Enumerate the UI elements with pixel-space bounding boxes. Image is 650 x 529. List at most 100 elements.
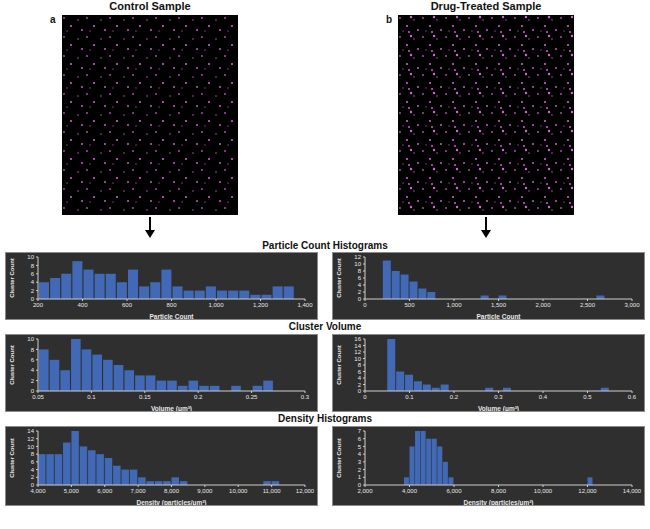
svg-text:4: 4 <box>31 367 35 373</box>
svg-text:600: 600 <box>122 302 133 308</box>
svg-text:6: 6 <box>358 369 362 375</box>
svg-text:7: 7 <box>358 428 362 434</box>
svg-text:10: 10 <box>27 254 34 260</box>
svg-text:Cluster Count: Cluster Count <box>9 258 15 298</box>
svg-text:12: 12 <box>354 349 361 355</box>
svg-text:8,000: 8,000 <box>491 488 507 494</box>
svg-text:Cluster Count: Cluster Count <box>336 345 342 385</box>
svg-text:14,000: 14,000 <box>623 488 642 494</box>
svg-text:0.1: 0.1 <box>405 394 414 400</box>
svg-text:Cluster Count: Cluster Count <box>9 345 15 385</box>
svg-text:4: 4 <box>31 279 35 285</box>
svg-text:1,500: 1,500 <box>491 302 507 308</box>
svg-text:Cluster Count: Cluster Count <box>9 438 15 478</box>
svg-text:1,000: 1,000 <box>446 302 462 308</box>
svg-text:2,000: 2,000 <box>535 302 551 308</box>
svg-text:0.05: 0.05 <box>32 394 44 400</box>
svg-text:0.6: 0.6 <box>628 394 637 400</box>
svg-text:12: 12 <box>354 254 361 260</box>
svg-text:2: 2 <box>31 288 35 294</box>
svg-text:6: 6 <box>358 275 362 281</box>
svg-text:2: 2 <box>31 378 35 384</box>
svg-text:0.3: 0.3 <box>494 394 503 400</box>
svg-text:Volume (μm³): Volume (μm³) <box>478 405 519 411</box>
svg-text:8: 8 <box>358 268 362 274</box>
svg-text:Particle Count: Particle Count <box>149 313 194 319</box>
svg-text:0.5: 0.5 <box>583 394 592 400</box>
svg-text:4: 4 <box>358 451 362 457</box>
svg-text:4: 4 <box>31 467 35 473</box>
svg-text:Volume (μm³): Volume (μm³) <box>151 405 192 411</box>
svg-text:2,000: 2,000 <box>357 488 373 494</box>
svg-text:400: 400 <box>77 302 88 308</box>
svg-text:0: 0 <box>363 394 367 400</box>
svg-text:10: 10 <box>354 261 361 267</box>
svg-text:0: 0 <box>31 482 35 488</box>
html-text:Control Sample: Control Sample <box>109 0 191 12</box>
svg-text:4,000: 4,000 <box>402 488 418 494</box>
svg-text:12,000: 12,000 <box>578 488 597 494</box>
svg-text:2: 2 <box>358 382 362 388</box>
svg-text:Cluster Count: Cluster Count <box>336 438 342 478</box>
svg-text:0: 0 <box>363 302 367 308</box>
svg-text:6,000: 6,000 <box>97 488 113 494</box>
svg-text:16: 16 <box>354 336 361 342</box>
svg-text:6: 6 <box>31 459 35 465</box>
svg-text:0.15: 0.15 <box>139 394 151 400</box>
svg-text:0.2: 0.2 <box>450 394 459 400</box>
svg-text:4,000: 4,000 <box>30 488 46 494</box>
svg-text:8: 8 <box>31 347 35 353</box>
svg-text:500: 500 <box>404 302 415 308</box>
svg-text:Particle Count: Particle Count <box>476 313 521 319</box>
svg-text:8,000: 8,000 <box>164 488 180 494</box>
svg-text:Density (particles/μm³): Density (particles/μm³) <box>463 499 533 505</box>
svg-text:10: 10 <box>27 444 34 450</box>
svg-text:12,000: 12,000 <box>296 488 315 494</box>
svg-text:0: 0 <box>358 296 362 302</box>
svg-text:0.4: 0.4 <box>539 394 548 400</box>
svg-text:4: 4 <box>358 282 362 288</box>
svg-text:2: 2 <box>358 289 362 295</box>
svg-text:14: 14 <box>27 428 34 434</box>
svg-text:6: 6 <box>358 436 362 442</box>
svg-text:1,000: 1,000 <box>208 302 224 308</box>
svg-text:2: 2 <box>358 467 362 473</box>
svg-text:0: 0 <box>31 388 35 394</box>
svg-text:Cluster Count: Cluster Count <box>336 258 342 298</box>
svg-text:0.3: 0.3 <box>301 394 310 400</box>
svg-text:5: 5 <box>358 444 362 450</box>
svg-text:11,000: 11,000 <box>263 488 282 494</box>
svg-text:7,000: 7,000 <box>131 488 147 494</box>
svg-text:6: 6 <box>31 357 35 363</box>
svg-text:2,500: 2,500 <box>580 302 596 308</box>
svg-text:8: 8 <box>31 263 35 269</box>
svg-text:0.25: 0.25 <box>246 394 258 400</box>
svg-text:200: 200 <box>33 302 44 308</box>
svg-text:0: 0 <box>31 296 35 302</box>
svg-text:5,000: 5,000 <box>64 488 80 494</box>
svg-text:800: 800 <box>166 302 177 308</box>
svg-text:1,400: 1,400 <box>297 302 313 308</box>
svg-text:10,000: 10,000 <box>229 488 248 494</box>
svg-text:1: 1 <box>358 474 362 480</box>
svg-text:4: 4 <box>358 375 362 381</box>
svg-text:14: 14 <box>354 343 361 349</box>
svg-text:1,200: 1,200 <box>253 302 269 308</box>
svg-text:0: 0 <box>358 388 362 394</box>
svg-text:10: 10 <box>354 356 361 362</box>
svg-text:0: 0 <box>358 482 362 488</box>
svg-text:9,000: 9,000 <box>197 488 213 494</box>
svg-text:8: 8 <box>358 362 362 368</box>
svg-text:6,000: 6,000 <box>446 488 462 494</box>
svg-text:10,000: 10,000 <box>534 488 553 494</box>
svg-text:10: 10 <box>27 336 34 342</box>
svg-text:3,000: 3,000 <box>624 302 640 308</box>
svg-text:Density (particles/μm³): Density (particles/μm³) <box>136 499 206 505</box>
svg-text:12: 12 <box>27 436 34 442</box>
svg-text:0.1: 0.1 <box>87 394 96 400</box>
svg-text:3: 3 <box>358 459 362 465</box>
svg-text:0.2: 0.2 <box>194 394 203 400</box>
svg-text:6: 6 <box>31 271 35 277</box>
svg-text:2: 2 <box>31 474 35 480</box>
svg-text:8: 8 <box>31 451 35 457</box>
